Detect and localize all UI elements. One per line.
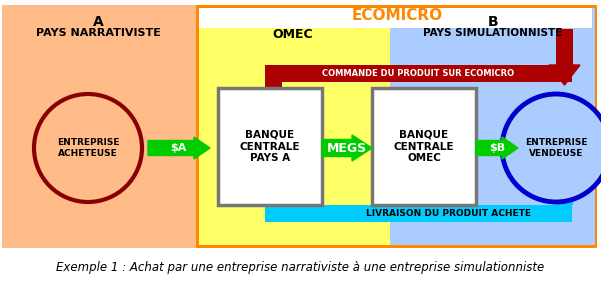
- Text: ENTREPRISE
VENDEUSE: ENTREPRISE VENDEUSE: [525, 138, 587, 158]
- Bar: [556, 170, 573, 205]
- Text: BANQUE
CENTRALE
PAYS A: BANQUE CENTRALE PAYS A: [240, 130, 300, 163]
- Text: LIVRAISON DU PRODUIT ACHETE: LIVRAISON DU PRODUIT ACHETE: [366, 209, 531, 218]
- Bar: [372, 88, 476, 205]
- Text: Exemple 1 : Achat par une entreprise narrativiste à une entreprise simulationnis: Exemple 1 : Achat par une entreprise nar…: [56, 261, 544, 274]
- Polygon shape: [549, 65, 580, 85]
- Text: PAYS NARRATIVISTE: PAYS NARRATIVISTE: [35, 28, 160, 38]
- Text: A: A: [93, 15, 103, 29]
- Bar: [556, 29, 573, 65]
- FancyArrow shape: [148, 137, 210, 159]
- Bar: [265, 205, 572, 222]
- Bar: [199, 8, 390, 245]
- Bar: [196, 5, 597, 248]
- FancyArrow shape: [476, 137, 518, 159]
- Bar: [265, 82, 282, 118]
- Bar: [218, 88, 322, 205]
- Bar: [2, 5, 200, 248]
- Bar: [265, 140, 282, 205]
- Text: OMEC: OMEC: [273, 28, 313, 41]
- Bar: [390, 8, 595, 245]
- Text: ECOMICRO: ECOMICRO: [352, 8, 442, 23]
- Ellipse shape: [502, 94, 601, 202]
- Polygon shape: [258, 122, 289, 140]
- Ellipse shape: [34, 94, 142, 202]
- Text: $B: $B: [489, 143, 505, 153]
- Text: B: B: [487, 15, 498, 29]
- Text: MEGS: MEGS: [327, 141, 367, 154]
- Text: ENTREPRISE
ACHETEUSE: ENTREPRISE ACHETEUSE: [56, 138, 119, 158]
- Bar: [265, 65, 572, 82]
- Bar: [199, 8, 592, 28]
- Text: BANQUE
CENTRALE
OMEC: BANQUE CENTRALE OMEC: [394, 130, 454, 163]
- Text: $A: $A: [170, 143, 186, 153]
- Text: PAYS SIMULATIONNISTE: PAYS SIMULATIONNISTE: [423, 28, 563, 38]
- Polygon shape: [258, 118, 289, 136]
- Text: COMMANDE DU PRODUIT SUR ECOMICRO: COMMANDE DU PRODUIT SUR ECOMICRO: [323, 69, 514, 78]
- FancyArrow shape: [322, 135, 372, 161]
